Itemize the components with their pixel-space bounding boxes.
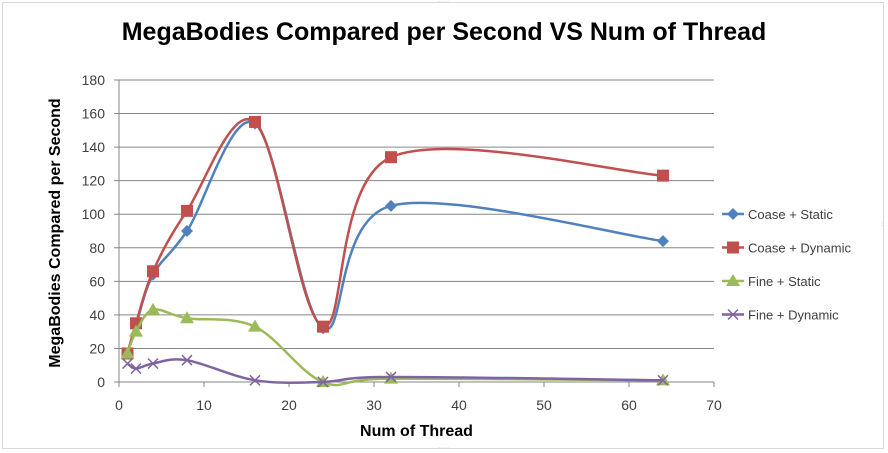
legend-item-fine-static: Fine + Static <box>722 274 821 289</box>
data-point-coase-dynamic <box>317 320 329 333</box>
x-tick-label: 70 <box>706 397 722 413</box>
data-point-fine-dynamic <box>181 354 193 366</box>
data-point-fine-dynamic <box>657 374 669 386</box>
chart-title: MegaBodies Compared per Second VS Num of… <box>121 18 767 46</box>
y-tick-label: 0 <box>97 374 105 390</box>
data-point-fine-static <box>180 311 194 324</box>
series-line-coase-dynamic <box>126 117 664 354</box>
y-tick-label: 80 <box>89 240 105 256</box>
legend-marker <box>727 241 739 254</box>
y-tick-label: 60 <box>89 273 105 289</box>
data-point-coase-dynamic <box>147 265 159 278</box>
data-point-fine-static <box>146 302 160 315</box>
legend-item-fine-dynamic: Fine + Dynamic <box>722 308 839 323</box>
resize-handle-top[interactable]: ···· <box>438 0 450 5</box>
x-tick-label: 50 <box>536 397 552 413</box>
x-tick-label: 30 <box>366 397 382 413</box>
data-point-coase-static <box>657 235 669 248</box>
data-point-fine-dynamic <box>385 371 397 383</box>
data-point-coase-static <box>385 199 397 212</box>
data-point-fine-static <box>129 324 143 337</box>
x-tick-label: 20 <box>281 397 297 413</box>
legend-label: Fine + Dynamic <box>748 308 839 323</box>
data-point-coase-dynamic <box>385 151 397 164</box>
legend-label: Coase + Dynamic <box>748 241 851 256</box>
data-point-fine-dynamic <box>147 358 159 370</box>
legend-marker <box>727 208 739 220</box>
legend-marker <box>726 274 740 286</box>
y-tick-label: 40 <box>89 307 105 323</box>
legend-label: Coase + Static <box>748 207 833 222</box>
series-line-fine-static <box>126 308 664 387</box>
data-point-coase-static <box>181 225 193 237</box>
data-point-coase-dynamic <box>249 115 261 128</box>
x-tick-label: 60 <box>621 397 637 413</box>
y-tick-label: 100 <box>82 206 106 222</box>
data-point-fine-dynamic <box>317 376 329 388</box>
resize-handle-right[interactable]: : <box>881 222 885 228</box>
y-tick-label: 20 <box>89 340 105 356</box>
data-point-fine-dynamic <box>130 363 142 375</box>
x-tick-label: 40 <box>451 397 467 413</box>
data-point-fine-static <box>120 346 135 359</box>
resize-handle-bottom[interactable]: ···· <box>438 445 450 451</box>
data-point-fine-dynamic <box>121 358 134 370</box>
x-tick-label: 10 <box>196 397 212 413</box>
y-tick-label: 160 <box>82 106 106 122</box>
legend-item-coase-static: Coase + Static <box>722 207 833 222</box>
data-point-fine-dynamic <box>249 374 261 386</box>
y-tick-label: 180 <box>82 72 106 88</box>
x-tick-label: 0 <box>115 397 123 413</box>
data-point-coase-dynamic <box>657 169 669 182</box>
legend-item-coase-dynamic: Coase + Dynamic <box>722 241 851 256</box>
y-tick-label: 140 <box>82 139 106 155</box>
y-tick-label: 120 <box>82 173 106 189</box>
data-point-coase-dynamic <box>181 204 193 217</box>
y-axis-title: MegaBodies Compared per Second <box>47 98 64 367</box>
legend-label: Fine + Static <box>748 274 821 289</box>
legend-marker <box>727 308 739 321</box>
data-point-fine-static <box>248 319 262 332</box>
x-axis-title: Num of Thread <box>360 423 473 440</box>
